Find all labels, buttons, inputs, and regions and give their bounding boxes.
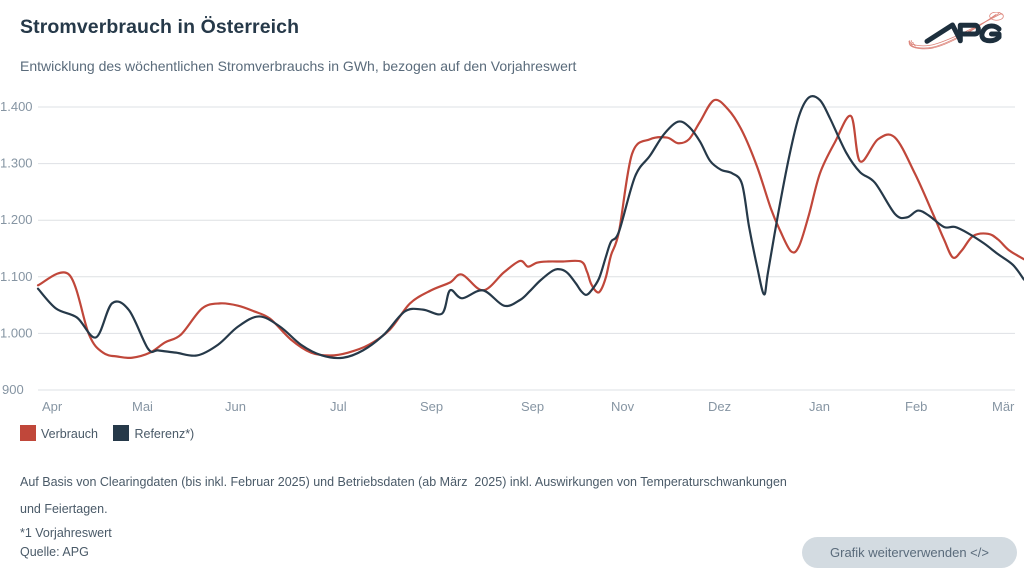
svg-text:1.100: 1.100 — [0, 269, 33, 284]
svg-text:1.000: 1.000 — [0, 325, 33, 340]
svg-text:1.400: 1.400 — [0, 99, 33, 114]
svg-text:1.200: 1.200 — [0, 212, 33, 227]
svg-text:1.300: 1.300 — [0, 156, 33, 171]
svg-text:900: 900 — [2, 382, 24, 397]
